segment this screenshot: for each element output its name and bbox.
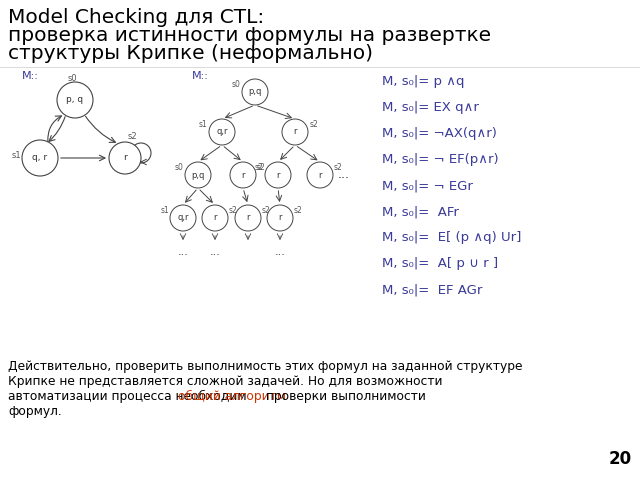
Circle shape <box>230 162 256 188</box>
Text: ...: ... <box>177 247 188 257</box>
Text: s2: s2 <box>229 206 237 215</box>
Circle shape <box>109 142 141 174</box>
Text: s2: s2 <box>257 163 266 172</box>
Text: s0: s0 <box>174 163 183 172</box>
Circle shape <box>267 205 293 231</box>
Text: проверка истинности формулы на развертке: проверка истинности формулы на развертке <box>8 26 491 45</box>
Text: r: r <box>293 128 297 136</box>
Circle shape <box>209 119 235 145</box>
Text: q,r: q,r <box>216 128 228 136</box>
Text: r: r <box>246 214 250 223</box>
Text: M, s₀|=  EF AGr: M, s₀|= EF AGr <box>382 283 483 296</box>
Text: M::: M:: <box>22 71 39 81</box>
Text: s0: s0 <box>231 80 240 89</box>
Circle shape <box>265 162 291 188</box>
Text: M, s₀|=  A[ p ∪ r ]: M, s₀|= A[ p ∪ r ] <box>382 257 498 270</box>
Text: ...: ... <box>209 247 220 257</box>
Circle shape <box>282 119 308 145</box>
Text: ...: ... <box>275 247 285 257</box>
Circle shape <box>242 79 268 105</box>
Text: s2: s2 <box>262 206 271 215</box>
Circle shape <box>22 140 58 176</box>
Circle shape <box>57 82 93 118</box>
Text: M, s₀|=  E[ (p ∧q) Ur]: M, s₀|= E[ (p ∧q) Ur] <box>382 231 522 244</box>
Text: p, q: p, q <box>67 96 84 105</box>
Text: q,r: q,r <box>177 214 189 223</box>
Text: Действительно, проверить выполнимость этих формул на заданной структуре: Действительно, проверить выполнимость эт… <box>8 360 522 373</box>
Text: Model Checking для CTL:: Model Checking для CTL: <box>8 8 264 27</box>
Circle shape <box>202 205 228 231</box>
Text: 20: 20 <box>609 450 632 468</box>
Circle shape <box>235 205 261 231</box>
Text: M, s₀|=  AFr: M, s₀|= AFr <box>382 205 459 218</box>
Circle shape <box>185 162 211 188</box>
Text: r: r <box>241 170 244 180</box>
Text: s1: s1 <box>12 151 21 159</box>
Text: r: r <box>123 154 127 163</box>
Circle shape <box>307 162 333 188</box>
Text: s2: s2 <box>254 163 263 172</box>
Text: общий алгоритм: общий алгоритм <box>178 390 286 403</box>
Text: формул.: формул. <box>8 405 61 418</box>
Text: s2: s2 <box>310 120 319 129</box>
Text: p,q: p,q <box>248 87 262 96</box>
Text: M, s₀|= EX q∧r: M, s₀|= EX q∧r <box>382 101 479 114</box>
Text: q, r: q, r <box>33 154 47 163</box>
Text: s1: s1 <box>160 206 169 215</box>
Text: Крипке не представляется сложной задачей. Но для возможности: Крипке не представляется сложной задачей… <box>8 375 442 388</box>
Text: проверки выполнимости: проверки выполнимости <box>262 390 426 403</box>
Text: структуры Крипке (неформально): структуры Крипке (неформально) <box>8 44 373 63</box>
Text: M, s₀|= p ∧q: M, s₀|= p ∧q <box>382 75 465 88</box>
Text: r: r <box>318 170 322 180</box>
Text: s1: s1 <box>198 120 207 129</box>
Text: r: r <box>276 170 280 180</box>
Text: r: r <box>213 214 217 223</box>
Circle shape <box>170 205 196 231</box>
Text: s2: s2 <box>334 163 343 172</box>
Text: s0: s0 <box>67 74 77 83</box>
Text: p,q: p,q <box>191 170 205 180</box>
Text: автоматизации процесса необходим: автоматизации процесса необходим <box>8 390 250 403</box>
Text: ...: ... <box>338 168 350 181</box>
Text: s2: s2 <box>294 206 303 215</box>
Text: r: r <box>278 214 282 223</box>
Text: M, s₀|= ¬ EF(p∧r): M, s₀|= ¬ EF(p∧r) <box>382 153 499 166</box>
Text: M, s₀|= ¬ EGr: M, s₀|= ¬ EGr <box>382 179 473 192</box>
Text: M::: M:: <box>192 71 209 81</box>
Text: M, s₀|= ¬AX(q∧r): M, s₀|= ¬AX(q∧r) <box>382 127 497 140</box>
Text: s2: s2 <box>128 132 138 141</box>
